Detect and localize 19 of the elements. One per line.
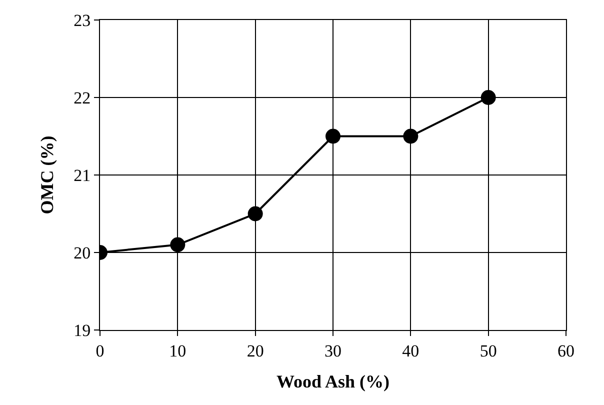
point	[480, 90, 496, 105]
y-axis-title: OMC (%)	[36, 136, 57, 214]
x-axis-title: Wood Ash (%)	[276, 372, 390, 392]
y-tick-label: 23	[74, 10, 91, 30]
x-tick-label: 20	[246, 341, 264, 360]
x-tick-label: 50	[480, 341, 497, 360]
point	[170, 237, 186, 252]
point	[248, 206, 263, 222]
point	[403, 128, 418, 144]
x-tick-label: 0	[96, 341, 104, 360]
y-tick-label: 22	[74, 88, 91, 108]
y-tick-label: 20	[74, 243, 91, 262]
point	[326, 128, 340, 144]
x-tick-label: 30	[324, 341, 342, 360]
x-tick-label: 40	[402, 341, 420, 360]
y-tick-label: 19	[74, 320, 91, 340]
x-tick-label: 10	[169, 341, 186, 360]
y-tick-label: 21	[74, 166, 91, 185]
x-tick-label: 60	[558, 341, 574, 360]
